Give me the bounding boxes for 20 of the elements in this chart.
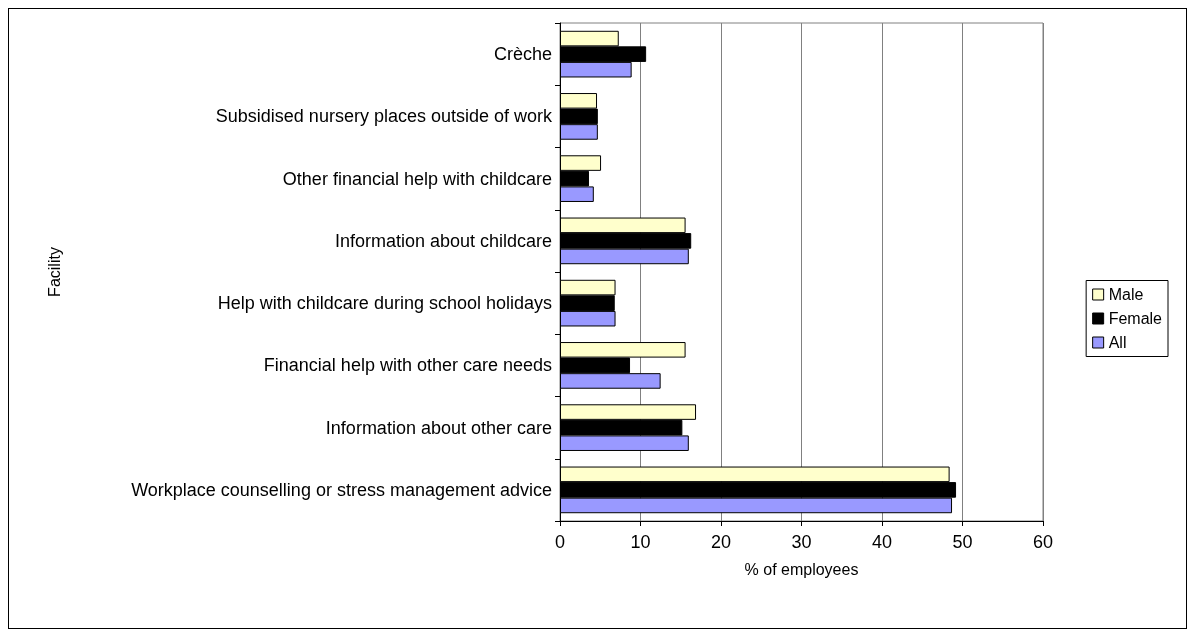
- x-tick-label: 10: [630, 532, 651, 552]
- x-tick-label: 20: [710, 532, 732, 552]
- y-tick-label: Information about other care: [325, 417, 552, 438]
- y-tick-label: Crèche: [493, 44, 552, 65]
- legend-label: All: [1108, 334, 1127, 351]
- y-tick-label: Workplace counselling or stress management advice: [131, 479, 552, 500]
- legend-label: Female: [1108, 310, 1163, 327]
- x-tick-label: 40: [871, 532, 893, 552]
- y-tick-label: Help with childcare during school holidays: [217, 293, 552, 314]
- x-tick-label: 60: [1032, 532, 1054, 552]
- y-tick-label: Information about childcare: [334, 230, 552, 251]
- y-tick-label: Financial help with other care needs: [263, 355, 552, 376]
- x-axis-title: % of employees: [744, 560, 859, 578]
- x-tick-label: 30: [791, 532, 812, 552]
- legend-label: Male: [1108, 286, 1144, 303]
- x-tick-label: 0: [554, 532, 566, 552]
- x-tick-label: 50: [952, 532, 973, 552]
- y-tick-label: Subsidised nursery places outside of work: [215, 106, 553, 127]
- y-axis-title: Facility: [45, 247, 63, 297]
- y-tick-label: Other financial help with childcare: [282, 168, 552, 189]
